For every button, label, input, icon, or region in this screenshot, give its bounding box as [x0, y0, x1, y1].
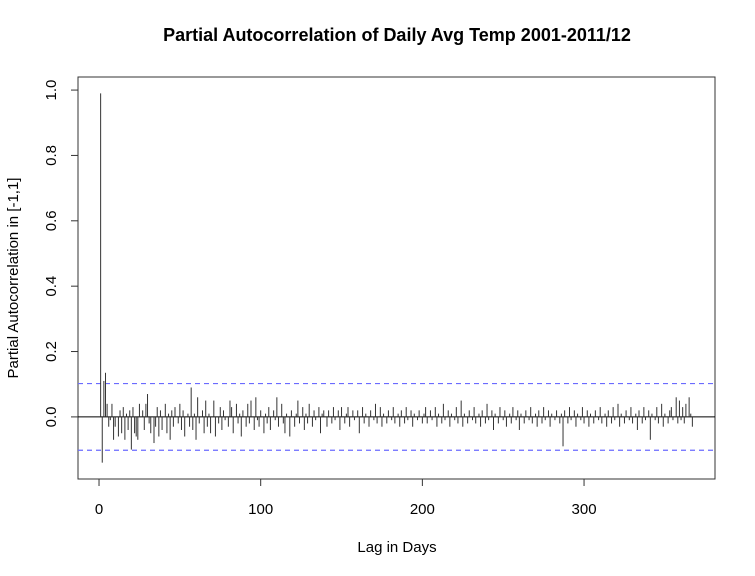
x-axis: 0 100 200 300 — [95, 478, 597, 518]
y-tick-label: 0.2 — [43, 341, 60, 362]
y-tick-label: 0.6 — [43, 210, 60, 231]
pacf-bars — [100, 93, 693, 463]
x-tick-label: 100 — [248, 501, 273, 518]
y-axis: 0.0 0.2 0.4 0.6 0.8 1.0 — [43, 80, 79, 427]
y-tick-label: 0.4 — [43, 276, 60, 297]
y-tick-label: 0.8 — [43, 145, 60, 166]
x-tick-label: 200 — [410, 501, 435, 518]
chart-title: Partial Autocorrelation of Daily Avg Tem… — [163, 25, 631, 45]
y-tick-label: 1.0 — [43, 80, 60, 101]
y-tick-label: 0.0 — [43, 406, 60, 427]
x-axis-label: Lag in Days — [357, 539, 436, 556]
x-tick-label: 0 — [95, 501, 103, 518]
y-axis-label: Partial Autocorrelation in [-1,1] — [5, 178, 22, 379]
x-tick-label: 300 — [572, 501, 597, 518]
